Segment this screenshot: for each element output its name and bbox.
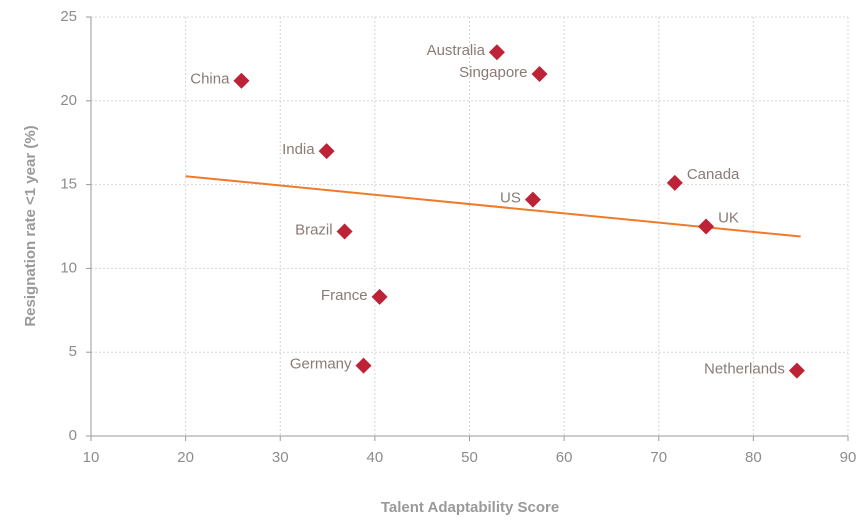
y-tick-label: 0 bbox=[69, 427, 77, 444]
point-label: Brazil bbox=[295, 221, 333, 238]
point-label: Germany bbox=[290, 356, 352, 373]
point-label: Australia bbox=[427, 42, 486, 59]
point bbox=[788, 362, 805, 379]
y-tick-label: 10 bbox=[60, 259, 77, 276]
point bbox=[355, 357, 372, 374]
x-tick-label: 10 bbox=[83, 449, 100, 466]
point bbox=[233, 72, 250, 89]
point bbox=[336, 223, 353, 240]
y-axis-title: Resignation rate <1 year (%) bbox=[22, 125, 39, 326]
point bbox=[524, 191, 541, 208]
point-label: UK bbox=[718, 209, 739, 226]
point bbox=[488, 44, 505, 61]
point-label: India bbox=[282, 141, 315, 158]
point-label: Netherlands bbox=[704, 361, 785, 378]
x-tick-label: 60 bbox=[556, 449, 573, 466]
x-tick-label: 50 bbox=[461, 449, 478, 466]
y-tick-label: 5 bbox=[69, 343, 77, 360]
x-tick-label: 70 bbox=[650, 449, 667, 466]
point-label: China bbox=[190, 71, 230, 88]
point bbox=[318, 143, 335, 160]
point-label: US bbox=[500, 190, 521, 207]
point-label: France bbox=[321, 287, 368, 304]
x-tick-label: 20 bbox=[177, 449, 194, 466]
y-tick-label: 15 bbox=[60, 176, 77, 193]
x-tick-label: 30 bbox=[272, 449, 289, 466]
point bbox=[698, 218, 715, 235]
x-tick-label: 90 bbox=[840, 449, 857, 466]
x-axis-title: Talent Adaptability Score bbox=[381, 499, 559, 516]
point bbox=[371, 288, 388, 305]
x-tick-label: 80 bbox=[745, 449, 762, 466]
point-label: Canada bbox=[687, 166, 740, 183]
point bbox=[531, 65, 548, 82]
x-tick-label: 40 bbox=[367, 449, 384, 466]
y-tick-label: 25 bbox=[60, 8, 77, 25]
point bbox=[666, 174, 683, 191]
y-tick-label: 20 bbox=[60, 92, 77, 109]
point-label: Singapore bbox=[459, 64, 527, 81]
